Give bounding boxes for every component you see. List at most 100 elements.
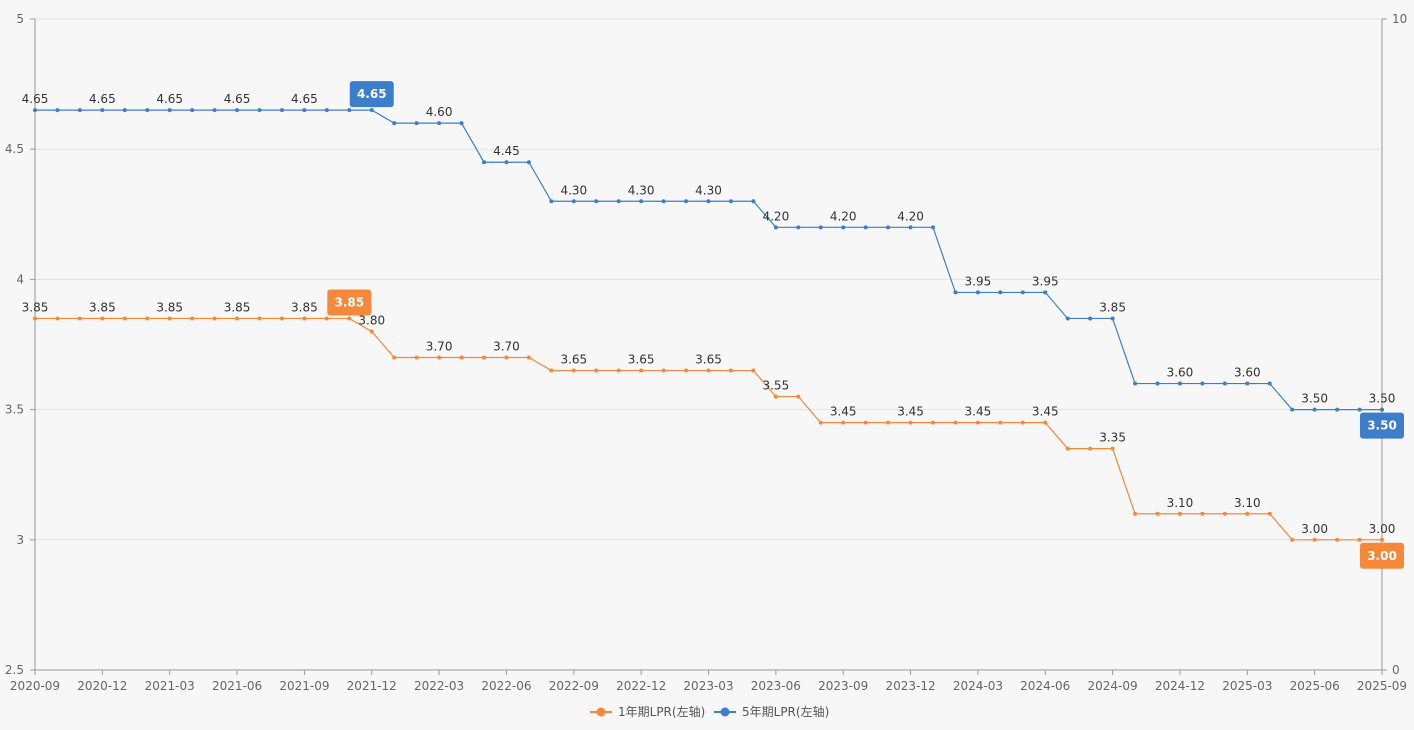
data-labels: 3.85 3.85 3.85 3.85 3.85 3.80 3.70 3.70 3.65 3.65… [22, 92, 1396, 536]
data-point [1065, 316, 1070, 321]
data-point [1290, 407, 1295, 412]
data-point [257, 316, 262, 321]
x-tick-label: 2022-03 [414, 679, 464, 693]
legend-marker-1 [720, 707, 730, 717]
data-point [998, 420, 1003, 425]
end-value-badge-text: 3.00 [1367, 549, 1397, 563]
data-label: 3.45 [897, 405, 924, 419]
x-tick-label: 2022-12 [616, 679, 666, 693]
data-point [302, 316, 307, 321]
data-label: 3.85 [224, 300, 251, 314]
data-point [1155, 511, 1160, 516]
data-point [235, 108, 240, 113]
data-point [684, 199, 689, 204]
data-label: 3.80 [358, 313, 385, 327]
y-left-tick-label: 3 [16, 533, 24, 547]
data-point [1177, 511, 1182, 516]
data-label: 4.30 [560, 183, 587, 197]
data-point [931, 420, 935, 425]
data-point [953, 290, 958, 295]
x-tick-label: 2023-09 [818, 679, 868, 693]
data-point [818, 225, 823, 230]
data-point [684, 368, 689, 373]
x-tick-label: 2025-06 [1290, 679, 1340, 693]
data-label: 4.20 [897, 209, 924, 223]
x-tick-label: 2022-09 [549, 679, 599, 693]
y-left-tick-label: 4 [16, 272, 24, 286]
data-label: 4.60 [426, 105, 453, 119]
grid-lines [35, 18, 1382, 541]
data-point [796, 394, 801, 399]
data-label: 4.30 [628, 183, 655, 197]
data-point [167, 108, 172, 113]
x-tick-label: 2025-03 [1222, 679, 1272, 693]
data-label: 4.20 [830, 209, 857, 223]
data-point [302, 108, 307, 113]
data-point [1088, 316, 1093, 321]
data-point [459, 121, 464, 126]
data-label: 3.00 [1301, 522, 1328, 536]
data-point [1065, 446, 1070, 451]
data-point [369, 329, 374, 334]
data-label: 4.65 [156, 92, 183, 106]
data-point [841, 225, 846, 230]
x-tick-label: 2021-06 [212, 679, 262, 693]
data-label: 3.00 [1369, 522, 1396, 536]
x-tick-label: 2023-06 [751, 679, 801, 693]
data-point [526, 355, 531, 360]
data-point [1043, 290, 1048, 295]
data-point [369, 108, 374, 113]
value-badge-text: 3.85 [334, 295, 364, 309]
data-point [1110, 446, 1115, 451]
data-label: 3.10 [1167, 496, 1194, 510]
data-point [1267, 511, 1272, 516]
data-point [1245, 381, 1250, 386]
data-point [482, 355, 486, 360]
series-group [33, 108, 1384, 542]
data-point [773, 225, 778, 230]
legend[interactable]: 1年期LPR(左轴) 5年期LPR(左轴) [590, 704, 829, 719]
data-point [504, 160, 509, 165]
x-tick-label: 2023-03 [683, 679, 733, 693]
data-point [1312, 407, 1317, 412]
data-label: 4.65 [22, 92, 49, 106]
data-point [1155, 381, 1160, 386]
y-right-tick-label: 0 [1392, 663, 1400, 677]
data-point [661, 199, 666, 204]
data-point [818, 420, 823, 425]
data-label: 3.50 [1301, 392, 1328, 406]
y-left-tick-label: 2.5 [5, 663, 24, 677]
legend-label-1: 5年期LPR(左轴) [742, 704, 829, 719]
data-point [1200, 511, 1205, 516]
data-point [1357, 537, 1362, 542]
legend-marker-0 [596, 707, 606, 717]
data-point [100, 316, 105, 321]
data-point [414, 121, 419, 126]
data-point [279, 316, 284, 321]
data-point [55, 316, 60, 321]
legend-label-0: 1年期LPR(左轴) [618, 704, 705, 719]
data-label: 3.85 [156, 300, 183, 314]
data-point [751, 368, 756, 373]
data-point [100, 108, 105, 113]
y-left-tick-label: 3.5 [5, 403, 24, 417]
data-label: 3.55 [762, 379, 789, 393]
data-point [751, 199, 756, 204]
x-tick-label: 2024-12 [1155, 679, 1205, 693]
data-point [863, 420, 868, 425]
data-point [122, 316, 127, 321]
data-label: 3.45 [1032, 405, 1059, 419]
data-label: 3.45 [965, 405, 992, 419]
data-point [347, 316, 352, 321]
data-point [571, 368, 576, 373]
data-label: 3.50 [1369, 392, 1396, 406]
end-value-badge [1360, 412, 1404, 439]
data-point [594, 368, 599, 373]
data-point [616, 199, 621, 204]
data-point [728, 199, 733, 204]
data-point [145, 108, 150, 113]
data-point [1020, 290, 1025, 295]
data-label: 3.10 [1234, 496, 1261, 510]
data-label: 3.95 [965, 274, 992, 288]
